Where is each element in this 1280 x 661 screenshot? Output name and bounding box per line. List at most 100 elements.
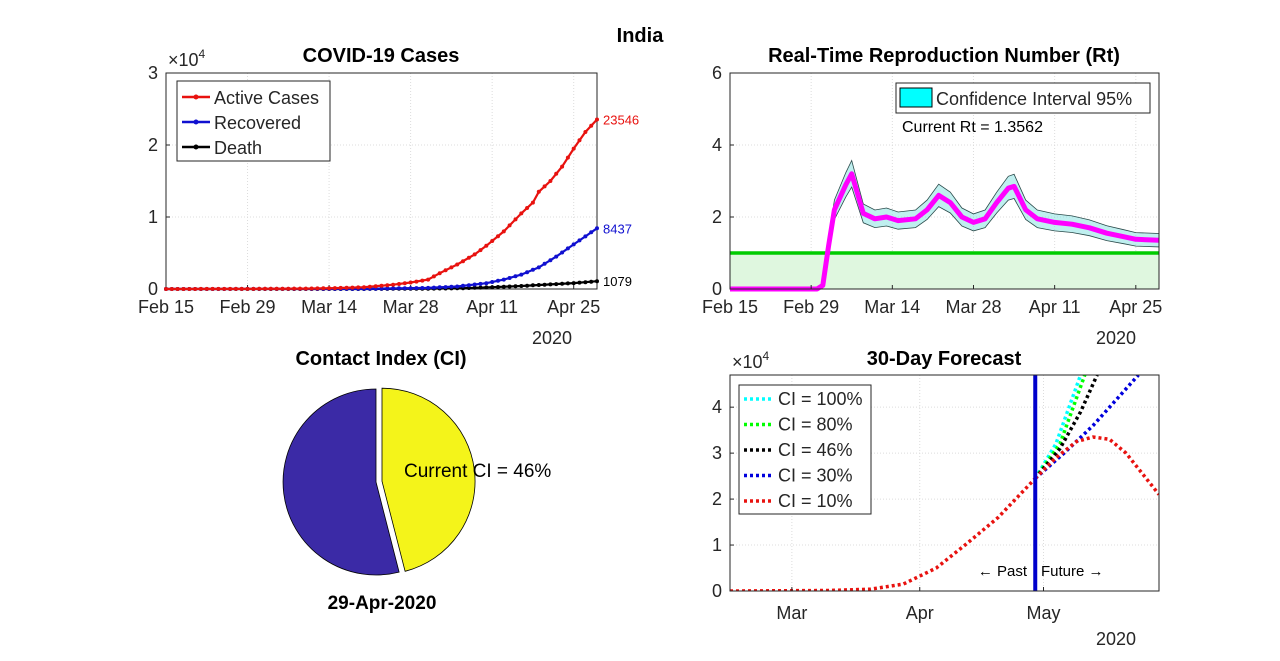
forecast-legend-items: CI = 100% CI = 80% CI = 46% CI = 30% CI = 10… — [744, 389, 863, 511]
cases-point — [490, 280, 495, 284]
cases-point — [536, 189, 541, 194]
cases-point — [554, 171, 559, 176]
cases-point — [315, 286, 320, 291]
cases-point — [530, 283, 535, 288]
cases-point — [292, 286, 297, 291]
cases-point — [490, 285, 495, 290]
cases-point — [420, 278, 425, 283]
cases-point — [501, 277, 506, 282]
cases-ytick-label: 2 — [148, 135, 158, 155]
cases-point — [426, 285, 431, 290]
cases-point — [560, 281, 565, 286]
cases-point — [583, 234, 588, 239]
cases-point — [385, 283, 390, 288]
cases-point — [595, 279, 599, 284]
forecast-xtick-label: Mar — [776, 603, 807, 623]
rt-xtick-label: Mar 28 — [945, 297, 1001, 317]
rt-ytick-label: 0 — [712, 279, 722, 299]
cases-point — [327, 286, 332, 291]
cases-point — [472, 252, 477, 257]
cases-xtick-label: Apr 11 — [466, 297, 518, 317]
cases-point — [298, 286, 302, 291]
forecast-line — [1033, 375, 1099, 480]
cases-point — [565, 246, 570, 251]
cases-point — [583, 280, 588, 285]
cases-end-label: 1079 — [603, 274, 632, 289]
forecast-title: 30-Day Forecast — [867, 348, 1022, 370]
cases-point — [431, 274, 436, 279]
cases-point — [548, 179, 553, 183]
cases-point — [571, 146, 576, 151]
cases-point — [274, 286, 279, 291]
forecast-ytick-label: 4 — [712, 397, 722, 417]
forecast-line — [1033, 375, 1083, 480]
cases-point — [367, 284, 372, 289]
cases-point — [239, 286, 244, 291]
figure-title: India — [617, 25, 665, 47]
cases-point — [589, 279, 594, 284]
cases-point — [286, 286, 291, 291]
forecast-past-label: ← Past — [978, 563, 1028, 580]
forecast-exponent: ×104 — [732, 349, 770, 372]
rt-title: Real-Time Reproduction Number (Rt) — [768, 45, 1120, 67]
cases-point — [595, 117, 599, 122]
cases-point — [198, 286, 203, 291]
forecast-legend-label: CI = 30% — [778, 466, 853, 486]
cases-point — [577, 280, 582, 285]
cases-point — [461, 283, 465, 288]
cases-point — [554, 282, 559, 287]
rt-legend-swatch — [899, 87, 933, 108]
cases-point — [484, 285, 489, 290]
cases-point — [548, 258, 553, 263]
forecast-year-label: 2020 — [1096, 629, 1136, 649]
ci-annotation: Current CI = 46% — [404, 461, 551, 482]
cases-point — [478, 281, 483, 286]
cases-point — [216, 286, 221, 291]
cases-point — [263, 286, 267, 291]
cases-point — [175, 287, 180, 291]
cases-point — [501, 284, 506, 289]
cases-point — [565, 155, 570, 160]
cases-point — [589, 230, 594, 235]
cases-point — [385, 286, 390, 291]
cases-point — [548, 282, 553, 287]
cases-point — [373, 284, 378, 289]
cases-point — [431, 285, 436, 290]
cases-point — [507, 276, 512, 280]
cases-point — [530, 267, 535, 272]
forecast-ticks: Mar Apr May 0 1 2 3 4 — [712, 397, 1061, 623]
rt-panel: Real-Time Reproduction Number (Rt) Feb 1… — [702, 45, 1162, 348]
cases-point — [397, 286, 401, 291]
forecast-xtick-label: Apr — [906, 603, 934, 623]
cases-title: COVID-19 Cases — [303, 45, 460, 67]
rt-xtick-label: Apr 11 — [1029, 297, 1081, 317]
cases-legend: Active Cases Recovered Death — [176, 80, 331, 162]
cases-point — [309, 286, 314, 291]
cases-point — [571, 242, 576, 247]
cases-point — [437, 271, 442, 276]
legend-active-label: Active Cases — [214, 88, 319, 108]
cases-point — [519, 272, 524, 277]
rt-ticks: Feb 15 Feb 29 Mar 14 Mar 28 Apr 11 Apr 25 0 2 4 6 — [702, 63, 1162, 317]
cases-xtick-label: Feb 15 — [138, 297, 194, 317]
cases-end-label: 23546 — [603, 112, 639, 127]
legend-death-marker — [193, 144, 199, 150]
cases-point — [420, 286, 425, 290]
rt-ytick-label: 2 — [712, 207, 722, 227]
cases-ytick-label: 3 — [148, 63, 158, 83]
cases-point — [484, 243, 489, 248]
legend-active-marker — [193, 94, 199, 100]
cases-point — [449, 265, 454, 270]
cases-point — [513, 284, 518, 289]
rt-xtick-label: Mar 14 — [864, 297, 920, 317]
cases-point — [222, 286, 227, 291]
cases-point — [466, 286, 471, 290]
cases-xtick-label: Feb 29 — [220, 297, 276, 317]
forecast-history-line — [730, 477, 1037, 591]
forecast-panel: 30-Day Forecast Mar Apr May 0 1 2 3 4 ×104 2020… — [712, 348, 1160, 649]
cases-point — [519, 211, 524, 216]
rt-threshold-fill — [730, 253, 1159, 289]
legend-recovered-label: Recovered — [214, 113, 301, 133]
cases-point — [554, 254, 559, 259]
cases-point — [542, 282, 547, 287]
